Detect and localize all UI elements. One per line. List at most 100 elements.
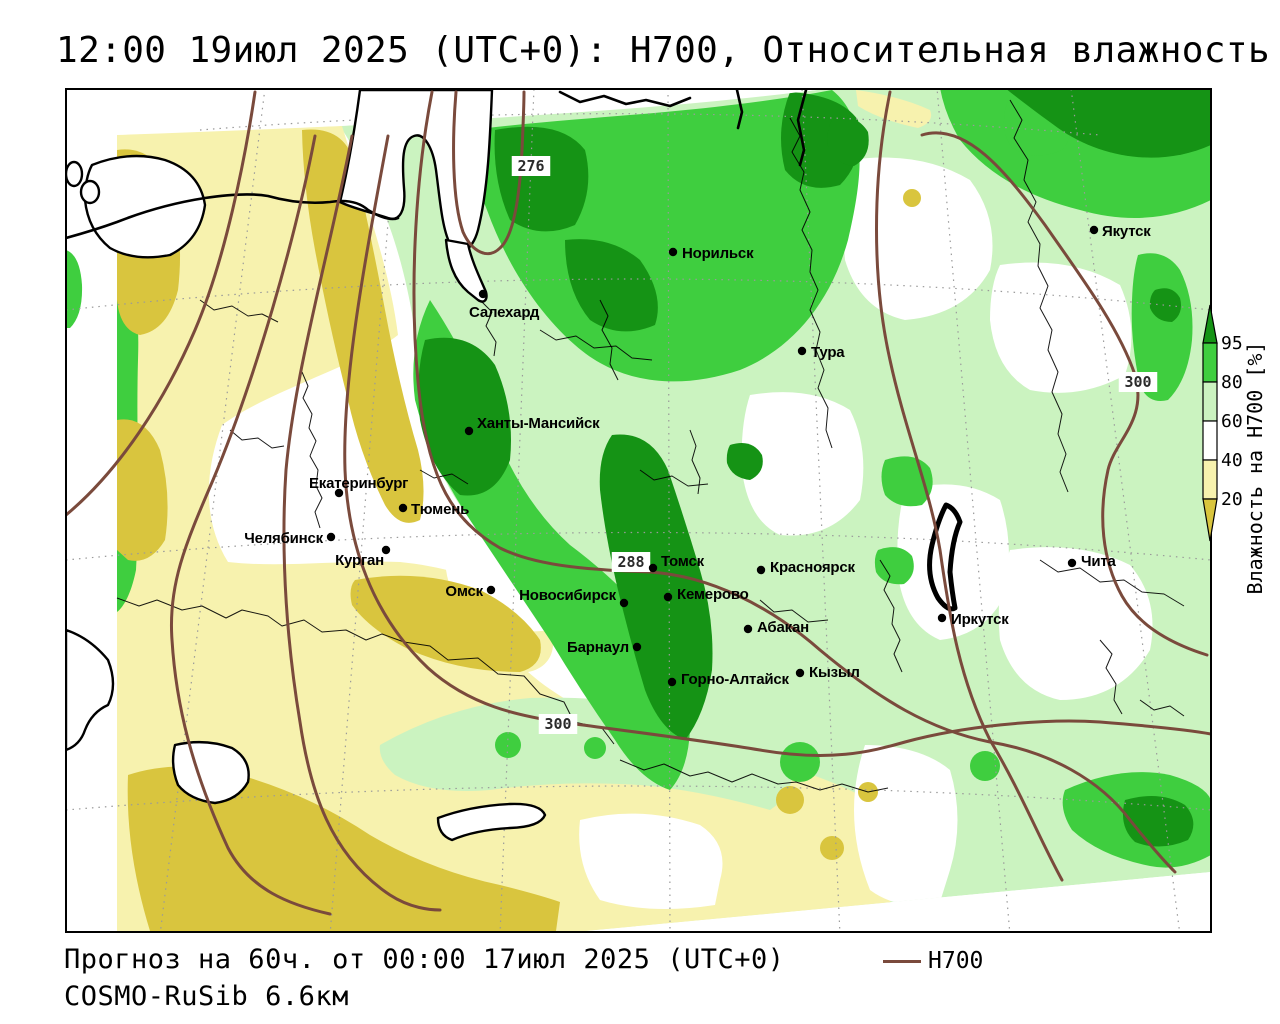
west-edge-fill	[66, 250, 83, 328]
city-label: Новосибирск	[519, 587, 617, 604]
h700-line-sample	[883, 959, 921, 963]
city-marker: Кызыл	[795, 664, 860, 681]
city-label: Кемерово	[677, 586, 749, 603]
city-label: Тура	[811, 344, 845, 361]
city-dot	[667, 677, 677, 687]
city-marker: Томск	[648, 553, 705, 573]
contour-label: 300	[544, 715, 571, 733]
white-sea	[83, 154, 207, 259]
colorbar-tick: 80	[1221, 372, 1243, 393]
city-layer: Норильск Салехард Якутск Тура Ханты-Мансийск…	[244, 223, 1151, 688]
colorbar-arrow-bottom	[1202, 498, 1218, 542]
city-marker: Чита	[1067, 553, 1117, 570]
city-dot	[743, 624, 753, 634]
contour-label-box	[1118, 372, 1158, 392]
city-label: Кызыл	[809, 664, 860, 681]
contour-label-layer: 276 288 300 300	[511, 156, 1158, 734]
colorbar-seg-20-40	[1202, 459, 1218, 500]
model-caption: COSMO-RuSib 6.6км	[64, 981, 349, 1012]
city-dot	[668, 247, 678, 257]
colorbar-tick: 60	[1221, 411, 1243, 432]
line-legend: H700	[883, 948, 983, 974]
city-label: Чита	[1081, 553, 1117, 570]
city-label: Ханты-Мансийск	[477, 415, 600, 432]
city-dot	[619, 598, 629, 608]
humidity-fill-layer	[117, 88, 1211, 931]
lake-ladoga	[79, 179, 101, 205]
city-dot	[398, 503, 408, 513]
arctic-coast	[66, 193, 400, 240]
colorbar-ticks: 95 80 60 40 20	[1221, 333, 1243, 510]
city-label: Салехард	[469, 304, 540, 321]
city-dot	[648, 563, 658, 573]
h700-legend-label: H700	[928, 948, 984, 974]
city-label: Красноярск	[770, 559, 855, 576]
city-label: Абакан	[757, 619, 809, 636]
city-marker: Омск	[445, 583, 496, 600]
lake-onega	[66, 160, 84, 188]
forecast-caption: Прогноз на 60ч. от 00:00 17июл 2025 (UTC…	[64, 944, 785, 975]
city-dot	[464, 426, 474, 436]
pyasina-estuary	[735, 89, 744, 130]
contour-label-box	[538, 714, 578, 734]
page-title: 12:00 19июл 2025 (UTC+0): H700, Относите…	[56, 30, 1271, 71]
city-marker: Ханты-Мансийск	[464, 415, 600, 436]
contour-label-box	[511, 156, 551, 176]
city-dot	[381, 545, 391, 555]
city-dot	[756, 565, 766, 575]
city-marker: Екатеринбург	[309, 475, 408, 498]
city-dot	[334, 488, 344, 498]
colorbar-tick: 95	[1221, 333, 1243, 354]
city-dot	[663, 592, 673, 602]
colorbar-seg-40-60	[1202, 420, 1218, 461]
city-label: Челябинск	[244, 530, 323, 547]
city-marker: Кемерово	[663, 586, 749, 603]
city-label: Горно-Алтайск	[681, 671, 790, 688]
contour-label: 288	[617, 553, 644, 571]
colorbar: 95 80 60 40 20 Влажность на H700 [%]	[1202, 304, 1267, 595]
city-label: Томск	[661, 553, 705, 570]
lake-balkhash	[436, 802, 547, 842]
city-dot	[1089, 225, 1099, 235]
city-label: Иркутск	[951, 611, 1009, 628]
yenisei-estuary	[796, 89, 808, 167]
city-marker: Норильск	[668, 245, 754, 262]
city-marker: Иркутск	[937, 611, 1009, 628]
city-dot	[795, 668, 805, 678]
colorbar-label: Влажность на H700 [%]	[1243, 342, 1267, 595]
city-marker: Абакан	[743, 619, 809, 636]
caspian-sea	[66, 628, 115, 752]
city-label: Норильск	[682, 245, 754, 262]
graticule-layer	[66, 89, 1211, 932]
city-dot	[937, 613, 947, 623]
city-marker: Новосибирск	[519, 587, 629, 608]
admin-borders-layer	[116, 99, 1185, 793]
city-label: Екатеринбург	[309, 475, 408, 492]
taymyr-coast	[558, 90, 692, 108]
city-marker: Салехард	[469, 289, 540, 321]
city-marker: Якутск	[1089, 223, 1152, 240]
colorbar-seg-60-80	[1202, 381, 1218, 422]
city-label: Якутск	[1102, 223, 1151, 240]
city-dot	[1067, 558, 1077, 568]
city-marker: Горно-Алтайск	[667, 671, 790, 688]
city-label: Тюмень	[411, 501, 469, 518]
city-marker: Тура	[797, 344, 845, 361]
city-dot	[797, 346, 807, 356]
city-dot	[632, 642, 642, 652]
contour-layer	[66, 90, 1211, 916]
city-label: Курган	[335, 552, 384, 569]
colorbar-tick: 20	[1221, 489, 1243, 510]
colorbar-tick: 40	[1221, 450, 1243, 471]
contour-label-box	[611, 552, 651, 572]
city-marker: Красноярск	[756, 559, 856, 576]
ob-gulf	[444, 238, 488, 303]
colorbar-seg-80-95	[1202, 342, 1218, 383]
city-marker: Тюмень	[398, 501, 469, 518]
contour-label: 276	[517, 157, 544, 175]
city-dot	[478, 289, 488, 299]
city-marker: Курган	[335, 545, 391, 569]
city-label: Барнаул	[567, 639, 629, 656]
